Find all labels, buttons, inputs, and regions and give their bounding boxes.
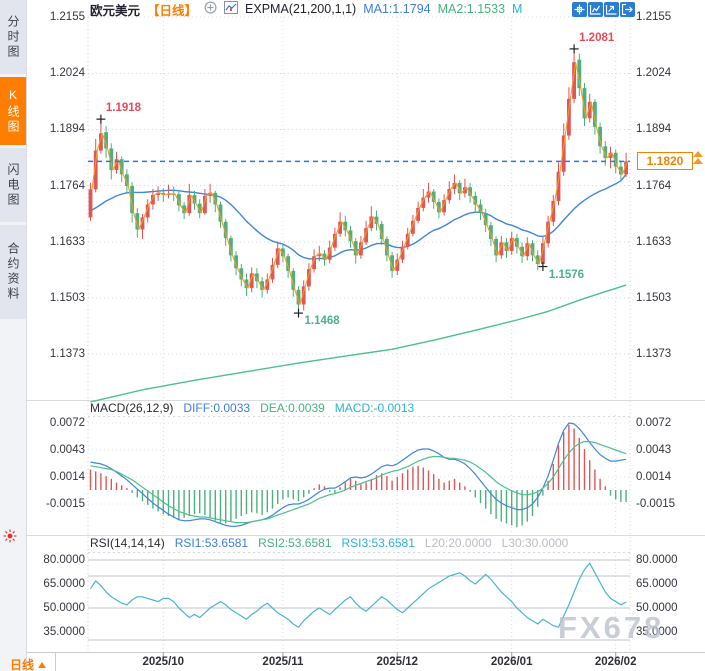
indicator-chart-icon[interactable] xyxy=(224,1,239,17)
period-tag: 【日线】 xyxy=(147,3,198,18)
axis-label: 50.0000 xyxy=(43,602,85,614)
chart-pan-icon[interactable] xyxy=(604,2,619,17)
ma2-value: MA2:1.1533 xyxy=(437,2,506,16)
axis-label: 0.0072 xyxy=(49,416,85,429)
macd-diff-value: DIFF:0.0033 xyxy=(183,401,251,415)
indicator-label: EXPMA(21,200,1,1) xyxy=(245,2,357,16)
sidebar-item-contract-info[interactable]: 合约资料 xyxy=(0,225,26,319)
rsi-axis-right: 80.0000 65.0000 50.0000 35.0000 xyxy=(636,0,700,671)
axis-label: 0.0043 xyxy=(49,443,85,456)
rsi1-value: RSI1:53.6581 xyxy=(174,536,249,550)
sidebar-item-label: 闪电图 xyxy=(6,162,20,208)
axis-label: 1.1503 xyxy=(49,292,85,304)
macd-title: MACD(26,12,9) xyxy=(90,401,174,415)
macd-hist-value: MACD:-0.0013 xyxy=(334,401,415,415)
axis-label: 0.0043 xyxy=(636,443,672,456)
price-annotation: 1.2081 xyxy=(579,31,615,44)
axis-label: 1.2024 xyxy=(49,67,85,80)
axis-label: 50.0000 xyxy=(636,602,678,614)
axis-label: 0.0014 xyxy=(49,470,85,483)
axis-label: 1.1764 xyxy=(49,179,85,192)
rsi-header: RSI(14,14,14) RSI1:53.6581 RSI2:53.6581 … xyxy=(90,536,568,550)
date-label: 2025/10 xyxy=(142,656,185,668)
axis-label: 0.0072 xyxy=(636,416,672,429)
symbol-name: 欧元美元 xyxy=(90,3,141,18)
axis-label: 65.0000 xyxy=(43,578,85,590)
axis-label: 1.1633 xyxy=(49,235,85,248)
rsi2-value: RSI2:53.6581 xyxy=(258,536,332,550)
axis-label: 35.0000 xyxy=(636,626,678,638)
m-value: M xyxy=(512,2,523,16)
axis-label: 1.1373 xyxy=(636,348,672,361)
axis-label: -0.0015 xyxy=(636,497,676,510)
price-annotation: 1.1576 xyxy=(548,268,585,281)
indicator-settings-icon[interactable] xyxy=(3,529,17,548)
main-axis-left: 1.2155 1.2024 1.1894 1.1764 1.1633 1.1503 1.13… xyxy=(28,0,85,671)
chart-header: 欧元美元 【日线】 EXPMA(21,200,1,1) MA1:1.1794 M… xyxy=(90,0,522,18)
current-price-tag: 1.1820 xyxy=(637,152,693,170)
ma1-value: MA1:1.1794 xyxy=(363,2,431,16)
date-label: 2025/11 xyxy=(262,656,304,668)
axis-label: 1.2155 xyxy=(49,11,85,23)
axis-label: 65.0000 xyxy=(636,578,678,590)
axis-label: 1.2155 xyxy=(636,11,672,23)
axis-label: 80.0000 xyxy=(636,554,678,566)
axis-label: 80.0000 xyxy=(43,554,85,566)
price-up-arrows-icon xyxy=(693,151,703,164)
axis-scale-icon[interactable] xyxy=(588,2,603,17)
axis-label: 1.1633 xyxy=(636,235,672,248)
triangle-up-icon xyxy=(38,661,47,668)
watermark: FX678 xyxy=(558,610,665,645)
crosshair-icon[interactable] xyxy=(572,2,587,17)
axis-label: 1.1894 xyxy=(49,123,85,136)
axis-label: 0.0014 xyxy=(636,470,672,483)
sidebar-item-label: K线图 xyxy=(6,87,20,135)
sidebar: 分时图 K线图 闪电图 合约资料 xyxy=(0,0,27,671)
macd-axis-right: 0.0072 0.0043 0.0014 -0.0015 xyxy=(636,0,700,671)
rsi-axis-left: 80.0000 65.0000 50.0000 35.0000 xyxy=(28,0,85,671)
rsi-l20-value: L20:20.0000 xyxy=(424,536,492,550)
price-annotation: 1.1468 xyxy=(304,315,340,328)
period-selector[interactable]: 日线 xyxy=(10,656,47,671)
circle-plus-icon[interactable] xyxy=(204,1,217,17)
rsi-title: RSI(14,14,14) xyxy=(90,536,165,550)
axis-label: 1.2024 xyxy=(636,67,672,80)
macd-dea-value: DEA:0.0039 xyxy=(260,401,325,415)
rsi-l30-value: L30:30.0000 xyxy=(501,536,569,550)
period-selector-label: 日线 xyxy=(10,658,35,671)
sidebar-item-lightning-chart[interactable]: 闪电图 xyxy=(0,148,26,222)
macd-axis-left: 0.0072 0.0043 0.0014 -0.0015 xyxy=(28,0,85,671)
axis-label: 1.1503 xyxy=(636,292,672,304)
date-label: 2026/02 xyxy=(594,656,637,668)
axis-label: -0.0015 xyxy=(45,497,85,510)
price-annotation: 1.1918 xyxy=(105,102,142,115)
axis-label: 1.1894 xyxy=(636,123,672,136)
sidebar-item-kline-chart[interactable]: K线图 xyxy=(0,77,26,145)
sidebar-item-timeshare-chart[interactable]: 分时图 xyxy=(0,0,26,74)
exit-fullscreen-icon[interactable] xyxy=(620,2,635,17)
rsi3-value: RSI3:53.6581 xyxy=(341,536,415,550)
date-label: 2025/12 xyxy=(376,656,419,668)
sidebar-item-label: 合约资料 xyxy=(6,242,20,302)
chart-toolbar xyxy=(572,2,635,17)
axis-label: 1.1764 xyxy=(636,179,672,192)
axis-label: 1.1373 xyxy=(49,348,85,361)
sidebar-item-label: 分时图 xyxy=(6,14,20,60)
main-axis-right: 1.2155 1.2024 1.1894 1.1764 1.1633 1.1503 1.13… xyxy=(636,0,700,671)
date-label: 2026/01 xyxy=(490,656,533,668)
macd-header: MACD(26,12,9) DIFF:0.0033 DEA:0.0039 MAC… xyxy=(90,401,414,415)
axis-label: 35.0000 xyxy=(43,626,85,638)
